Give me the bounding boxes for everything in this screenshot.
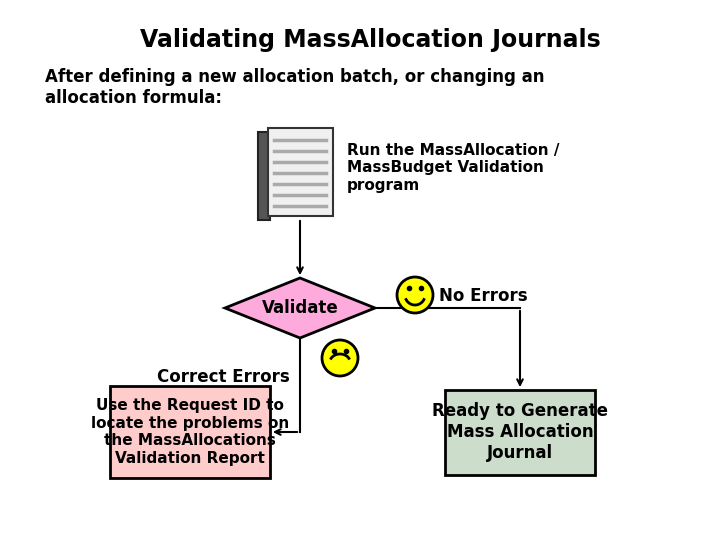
Text: Validating MassAllocation Journals: Validating MassAllocation Journals <box>140 28 600 52</box>
Circle shape <box>322 340 358 376</box>
Text: After defining a new allocation batch, or changing an
allocation formula:: After defining a new allocation batch, o… <box>45 68 544 107</box>
FancyBboxPatch shape <box>268 128 333 216</box>
Text: Run the MassAllocation /
MassBudget Validation
program: Run the MassAllocation / MassBudget Vali… <box>347 143 559 193</box>
FancyBboxPatch shape <box>110 386 270 478</box>
Text: Validate: Validate <box>261 299 338 317</box>
FancyBboxPatch shape <box>445 390 595 475</box>
Text: Correct Errors: Correct Errors <box>157 368 290 386</box>
Polygon shape <box>225 278 375 338</box>
Text: Ready to Generate
Mass Allocation
Journal: Ready to Generate Mass Allocation Journa… <box>432 402 608 462</box>
Text: No Errors: No Errors <box>439 287 528 305</box>
Circle shape <box>397 277 433 313</box>
FancyBboxPatch shape <box>258 132 270 220</box>
Text: Use the Request ID to
locate the problems on
the MassAllocations
Validation Repo: Use the Request ID to locate the problem… <box>91 399 289 465</box>
